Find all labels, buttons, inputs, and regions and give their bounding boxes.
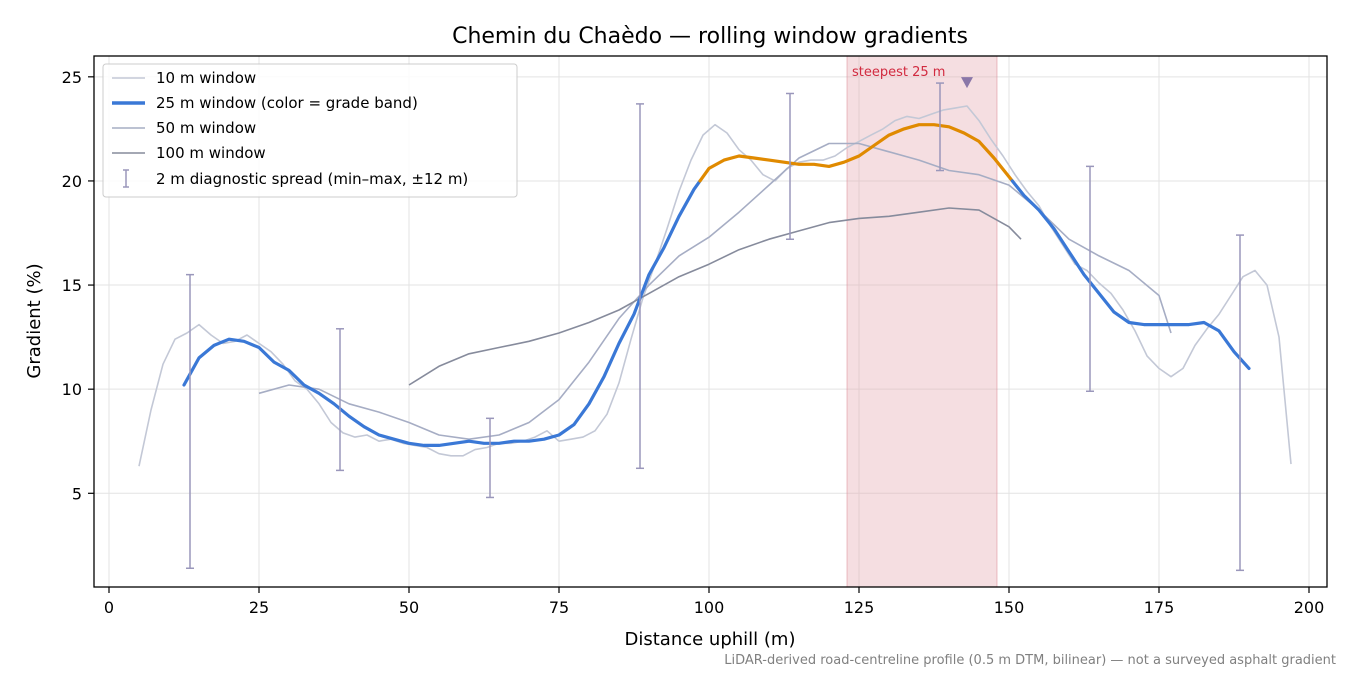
y-tick-label: 25 — [62, 68, 82, 87]
y-ticks: 5 10 15 20 25 — [62, 68, 94, 503]
spread-errorbar — [1086, 165, 1094, 393]
spread-errorbar — [786, 92, 794, 240]
series-10m-line — [138, 105, 1292, 467]
legend-label-50m: 50 m window — [156, 119, 256, 137]
x-tick-label: 25 — [249, 598, 269, 617]
x-tick-label: 50 — [399, 598, 419, 617]
spread-errorbar — [186, 273, 194, 570]
steepest-window-highlight — [846, 55, 998, 588]
legend-label-10m: 10 m window — [156, 69, 256, 87]
annotation-layer: steepest 25 m — [852, 65, 973, 89]
x-tick-label: 125 — [844, 598, 875, 617]
x-tick-label: 75 — [549, 598, 569, 617]
steepest-annotation: steepest 25 m — [852, 65, 945, 80]
x-tick-label: 175 — [1144, 598, 1175, 617]
series-layer — [138, 105, 1292, 467]
y-tick-label: 15 — [62, 276, 82, 295]
x-tick-label: 100 — [694, 598, 725, 617]
y-tick-label: 10 — [62, 380, 82, 399]
plot-frame — [93, 55, 1328, 588]
y-tick-label: 5 — [72, 484, 82, 503]
series-25m-segment — [182, 179, 702, 447]
series-100m-line — [408, 207, 1022, 386]
legend: 10 m window 25 m window (color = grade b… — [102, 63, 518, 198]
x-tick-label: 150 — [994, 598, 1025, 617]
footnote: LiDAR-derived road-centreline profile (0… — [724, 653, 1336, 668]
legend-swatch-spread — [123, 169, 129, 188]
y-tick-label: 20 — [62, 172, 82, 191]
x-tick-label: 0 — [104, 598, 114, 617]
legend-box — [102, 63, 518, 198]
legend-label-100m: 100 m window — [156, 144, 266, 162]
steepest-marker — [961, 77, 973, 89]
spread-errorbar — [636, 103, 644, 470]
y-axis-label: Gradient (%) — [24, 263, 45, 378]
spread-errorbar — [486, 417, 494, 499]
x-axis-label: Distance uphill (m) — [625, 629, 796, 650]
legend-label-spread: 2 m diagnostic spread (min–max, ±12 m) — [156, 170, 468, 188]
legend-label-25m: 25 m window (color = grade band) — [156, 94, 418, 112]
chart-title: Chemin du Chaèdo — rolling window gradie… — [452, 24, 968, 49]
x-ticks: 0 25 50 75 100 125 150 175 200 — [104, 587, 1324, 617]
series-25m-segment — [1010, 179, 1251, 370]
series-25m-segment-steep — [698, 123, 1014, 183]
spread-errorbar — [1236, 234, 1244, 572]
spread-errorbar — [336, 328, 344, 472]
spread-layer — [186, 82, 1244, 572]
spread-errorbar — [936, 82, 944, 172]
x-tick-label: 200 — [1294, 598, 1325, 617]
